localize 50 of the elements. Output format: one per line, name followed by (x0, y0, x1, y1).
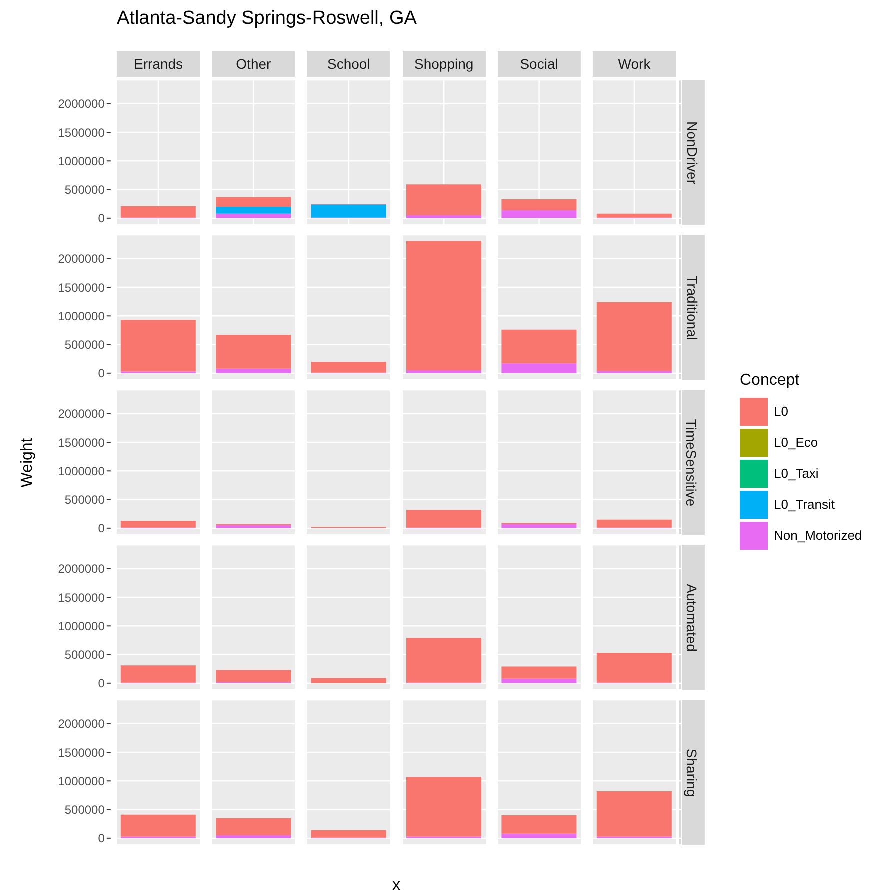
y2-axis-title: NonDriver (684, 120, 700, 184)
legend-label: L0_Transit (774, 497, 835, 512)
facet-strip: Traditional (679, 235, 705, 380)
y-tick-label: 0 (98, 832, 106, 846)
legend-label: L0_Eco (774, 435, 818, 450)
legend-label: L0 (774, 404, 788, 419)
y-tick-label: 1500000 (58, 746, 106, 760)
y-tick-label: 1000000 (58, 774, 106, 788)
y-tick-label: 2000000 (58, 407, 106, 422)
y-tick-label: 500000 (64, 493, 106, 508)
y-tick-label: 500000 (64, 183, 106, 198)
x-tick-label: Shopping (402, 51, 486, 77)
x-tick-label: Work (593, 51, 676, 77)
legend-label: Non_Motorized (774, 528, 862, 543)
y-tick-label: 0 (98, 522, 106, 536)
y2-axis-title: Automated (684, 584, 700, 652)
y-tick-label: 2000000 (58, 562, 106, 576)
x-tick-label: Other (212, 51, 296, 77)
y-tick-label: 500000 (64, 648, 106, 662)
y-tick-label: 1500000 (58, 280, 106, 295)
x-tick-label: Social (498, 51, 581, 77)
legend-label: L0_Taxi (774, 466, 819, 481)
y-axis-title: Weight (19, 438, 37, 488)
y-tick-label: 0 (98, 366, 106, 381)
y-tick-label: 2000000 (58, 717, 106, 732)
y-tick-label: 1500000 (58, 590, 106, 605)
facet-strip: Automated (679, 545, 705, 690)
y-tick-label: 1500000 (58, 126, 106, 140)
legend-title: Concept (740, 372, 801, 390)
x-tick-label: Errands (117, 51, 200, 77)
y2-axis-title: Sharing (684, 748, 700, 797)
x-tick-label: School (307, 51, 390, 77)
facet-strip: TimeSensitive (679, 390, 705, 535)
y2-axis-title: TimeSensitive (684, 418, 700, 506)
y-tick-label: 1000000 (58, 154, 106, 168)
chart-title: Atlanta-Sandy Springs-Roswell, GA (117, 8, 417, 30)
x-axis-title: x (392, 877, 400, 890)
y-tick-label: 500000 (64, 803, 106, 818)
facet-strip: NonDriver (679, 80, 705, 225)
y-tick-label: 2000000 (58, 252, 106, 266)
y-tick-label: 1000000 (58, 309, 106, 324)
y-tick-label: 2000000 (58, 97, 106, 112)
y-tick-label: 500000 (64, 338, 106, 352)
y-tick-label: 1000000 (58, 619, 106, 634)
y-tick-label: 0 (98, 212, 106, 226)
facet-strip: Sharing (679, 700, 705, 845)
y-tick-label: 1000000 (58, 464, 106, 478)
y2-axis-title: Traditional (684, 275, 700, 340)
y-tick-label: 0 (98, 676, 106, 691)
y-tick-label: 1500000 (58, 436, 106, 450)
